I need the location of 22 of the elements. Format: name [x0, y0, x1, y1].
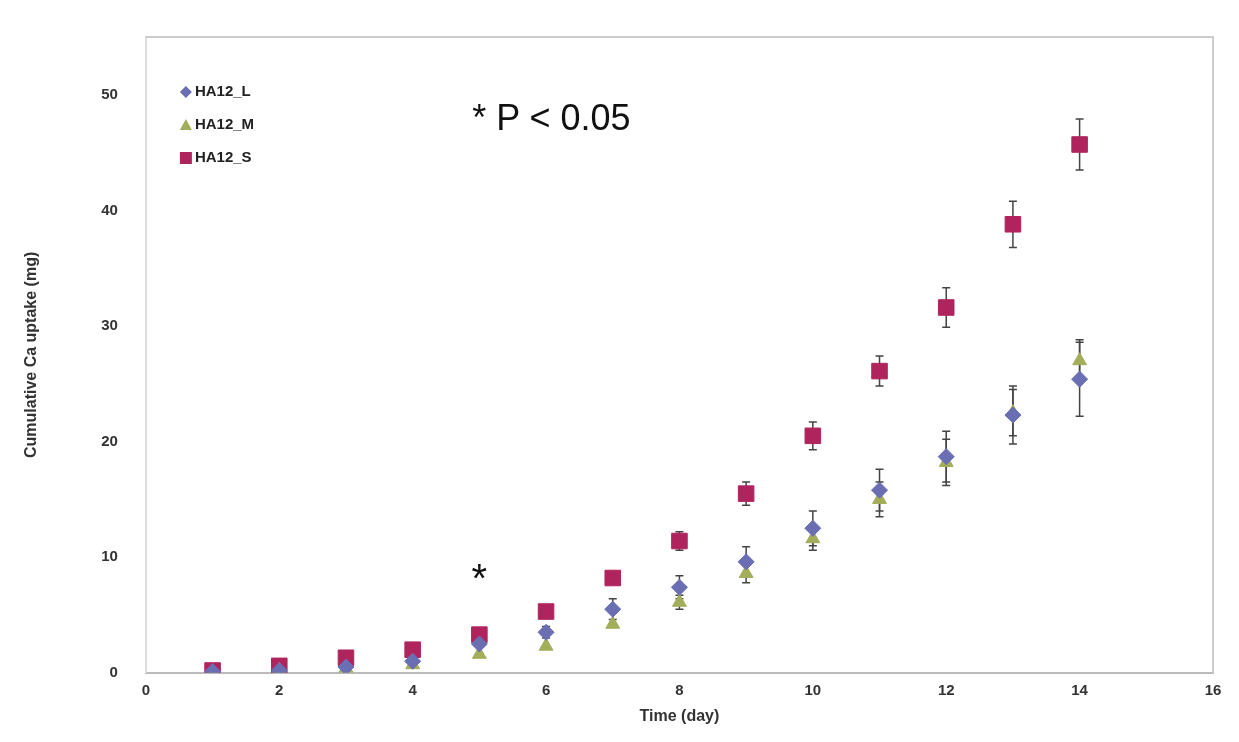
x-tick-label: 16: [1204, 680, 1222, 698]
x-tick-label: 10: [804, 680, 822, 698]
y-tick-label: 0: [109, 662, 118, 680]
x-tick-label: 12: [937, 680, 955, 698]
x-tick-label: 0: [141, 680, 151, 698]
x-tick-label: 4: [408, 680, 418, 698]
annotation: *: [471, 555, 488, 600]
legend-label: HA12_S: [194, 148, 252, 166]
x-tick-label: 8: [675, 680, 684, 698]
annotation: * P < 0.05: [472, 96, 631, 138]
legend-label: HA12_M: [194, 115, 255, 133]
y-tick-label: 40: [101, 200, 118, 218]
y-tick-label: 30: [101, 316, 118, 334]
legend-label: HA12_L: [194, 82, 251, 100]
y-tick-label: 20: [101, 431, 118, 449]
y-axis-title: Cumulative Ca uptake (mg): [22, 251, 40, 459]
x-tick-label: 6: [541, 680, 551, 698]
y-tick-label: 50: [101, 84, 118, 102]
y-tick-label: 10: [101, 547, 118, 565]
x-tick-label: 14: [1071, 680, 1089, 698]
x-tick-label: 2: [275, 680, 284, 698]
x-axis-title: Time (day): [639, 706, 720, 724]
